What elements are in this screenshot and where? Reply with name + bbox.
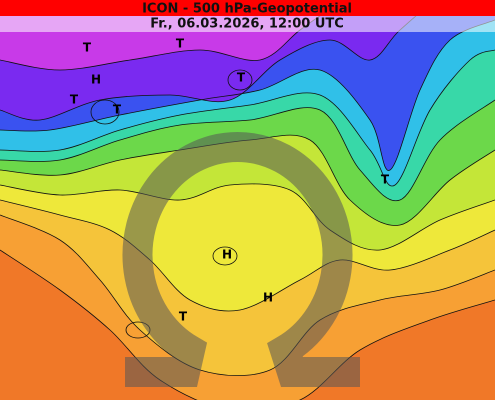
contour-line [0, 214, 495, 377]
contour-line [90, 99, 120, 125]
contour-line [0, 199, 495, 312]
contour-line [227, 69, 253, 91]
pressure-label: T [70, 93, 79, 107]
title-bar [0, 0, 495, 16]
subtitle-bar [0, 16, 495, 32]
pressure-label: T [113, 103, 122, 117]
pressure-label: H [222, 248, 232, 262]
contour-line [0, 49, 495, 187]
pressure-label: T [83, 41, 92, 55]
contour-line [212, 246, 238, 266]
contour-line [0, 249, 495, 400]
pressure-label: T [176, 37, 185, 51]
pressure-label: H [91, 73, 101, 87]
contour-line [0, 99, 495, 202]
contour-line [0, 183, 495, 251]
pressure-label: H [263, 291, 273, 305]
pressure-label: T [381, 173, 390, 187]
pressure-label: T [237, 71, 246, 85]
contour-line [0, 134, 495, 226]
subtitle: Fr., 06.03.2026, 12:00 UTC [150, 17, 344, 32]
watermark [122, 132, 360, 387]
title: ICON - 500 hPa-Geopotential [142, 2, 352, 17]
contour-line [0, 19, 495, 171]
pressure-label: T [179, 310, 188, 324]
